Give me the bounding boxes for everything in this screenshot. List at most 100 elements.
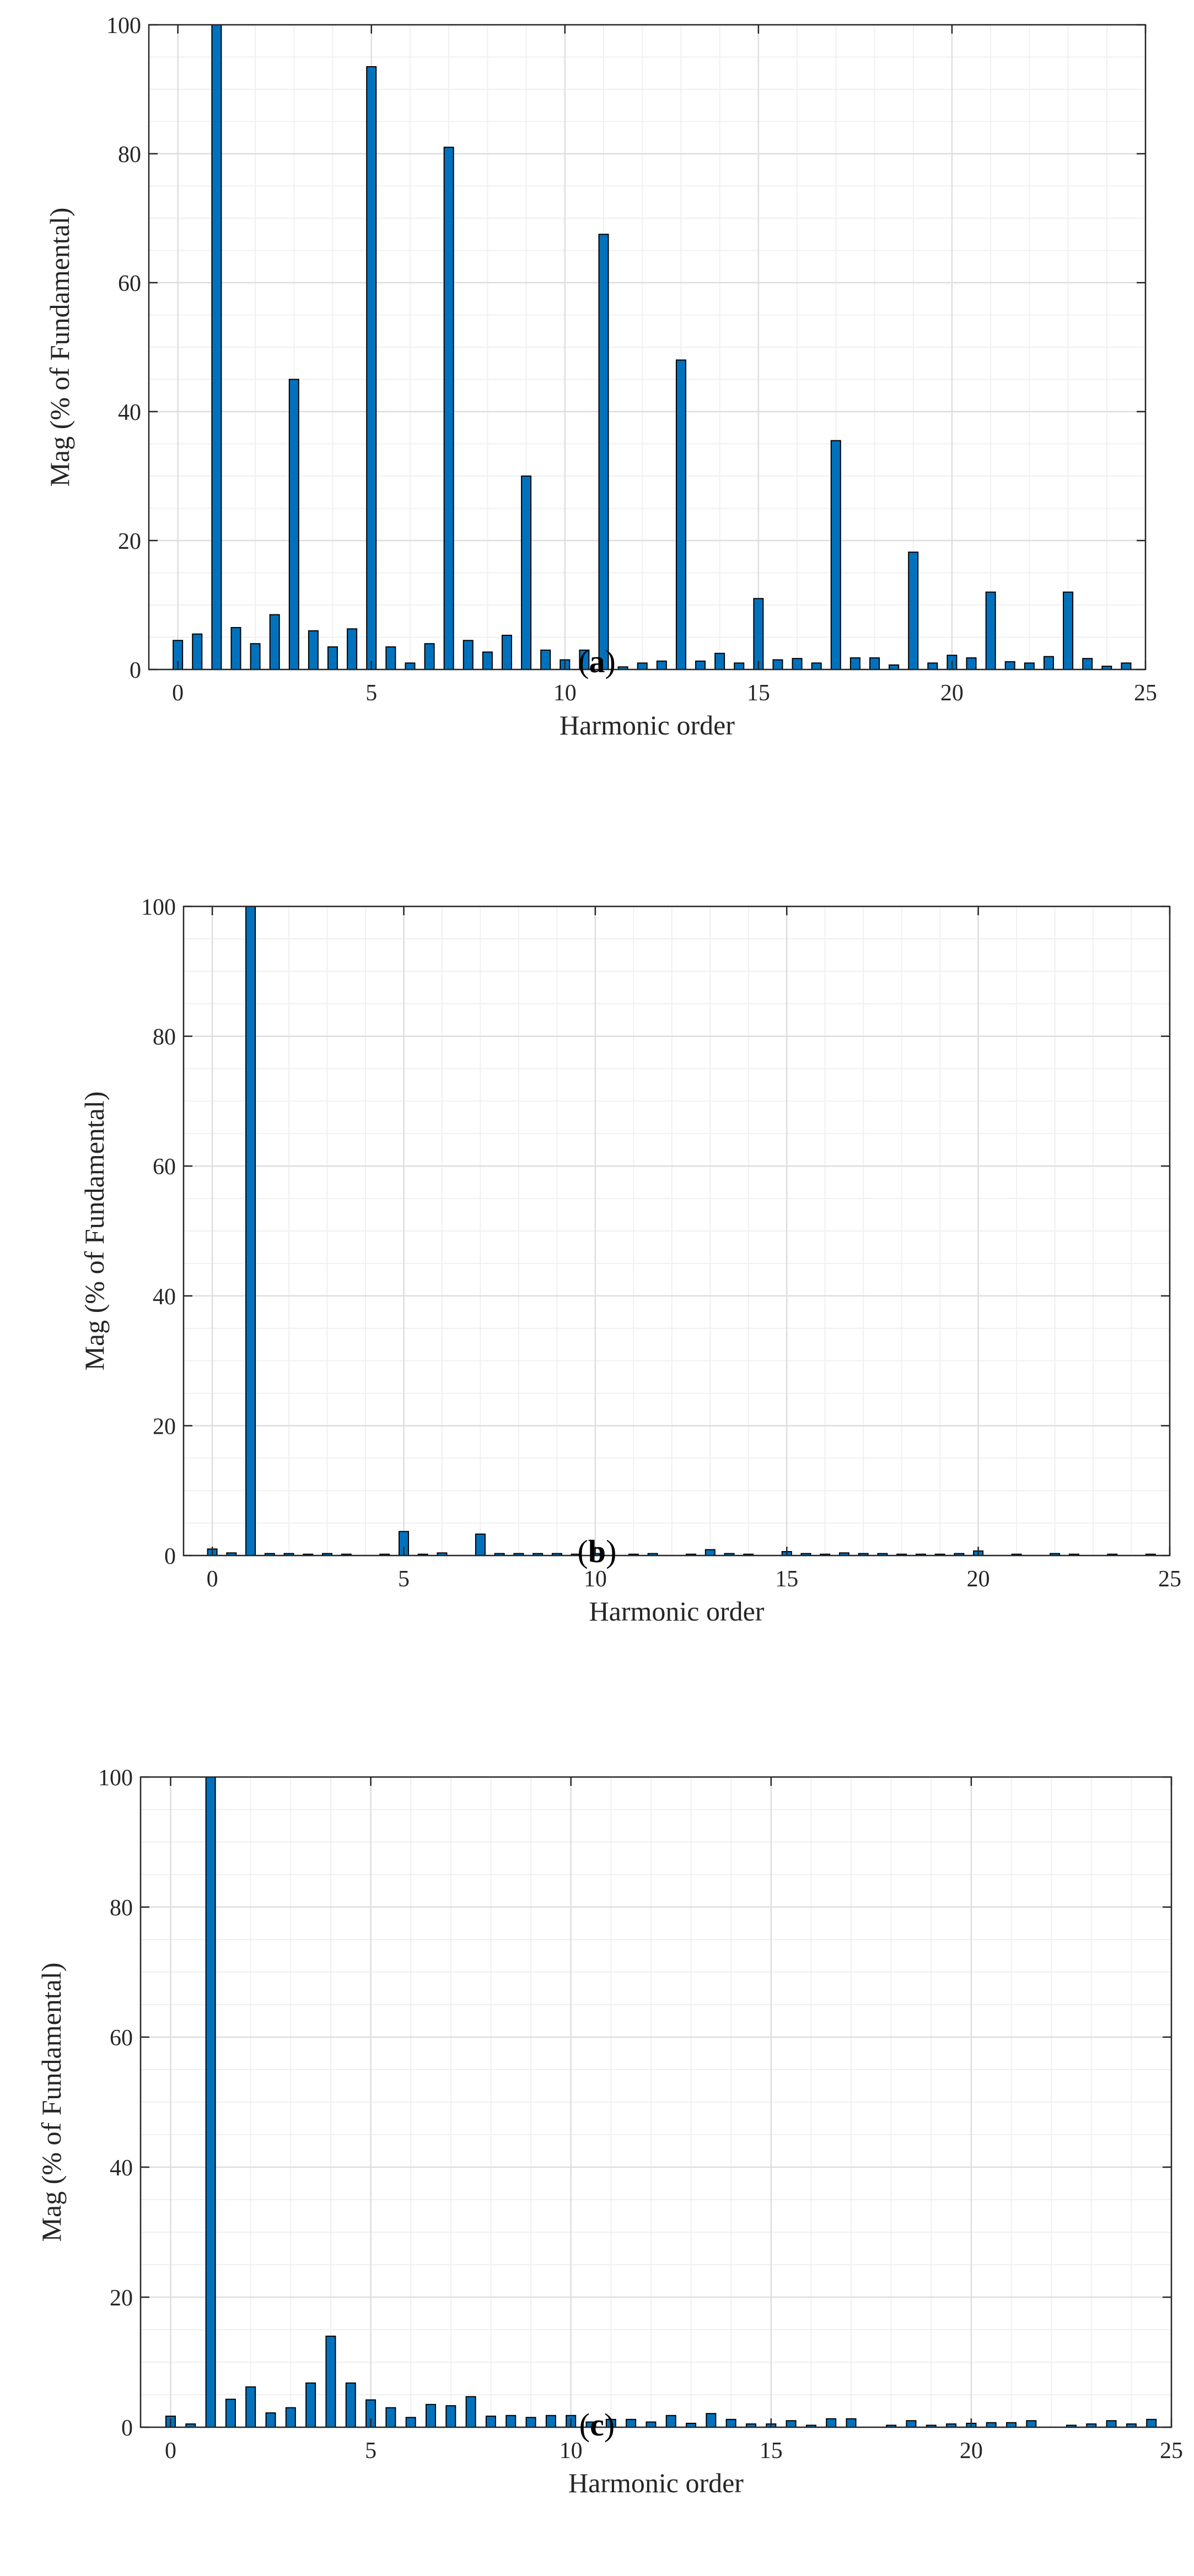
bar [1121,662,1132,671]
bar [308,630,319,671]
x-tick-label: 0 [172,681,184,706]
bar [869,657,880,670]
bar [269,614,280,671]
y-tick-label: 40 [153,1284,176,1310]
bar [245,2386,256,2428]
y-tick-label: 100 [141,895,176,920]
bar [225,2399,236,2428]
bar [245,906,256,1556]
y-tick-label: 20 [110,2286,133,2311]
panel-caption-close: ) [604,2407,615,2443]
bar [792,658,803,670]
x-tick-label: 0 [165,2438,176,2464]
bar [665,2415,676,2428]
bar [250,643,261,670]
x-tick-label: 10 [560,2438,583,2464]
y-axis-label: Mag (% of Fundamental) [79,1092,110,1371]
bar [347,628,358,671]
bar [772,659,783,670]
bar [465,2396,476,2428]
bar [366,66,377,670]
bar [345,2382,356,2428]
x-axis-label: Harmonic order [560,710,735,741]
bar [908,552,919,670]
axes-box [148,24,1147,671]
bar [540,649,551,671]
panel-caption-letter: a [589,644,605,679]
y-tick-label: 80 [118,142,141,168]
y-tick-label: 80 [110,1895,133,1921]
bar [1106,2420,1117,2428]
bar [849,657,860,670]
bar [485,2415,496,2428]
bar [405,2417,416,2428]
bar [786,2420,797,2428]
axes-box [182,905,1171,1557]
y-tick-label: 20 [118,529,141,554]
bar [1004,661,1015,670]
panel-caption-open: ( [578,644,589,679]
bar [305,2382,316,2428]
y-tick-label: 80 [153,1025,176,1050]
x-tick-label: 0 [207,1567,218,1592]
bar [475,1533,486,1556]
bar [385,2407,396,2428]
chart-panel-a: 0 5 10 15 20 25 0 20 40 60 80 100 Harmonic order Mag … [44,13,1157,741]
y-tick-label: 60 [153,1154,176,1180]
y-axis-label: Mag (% of Fundamental) [44,208,75,487]
bar [1063,591,1074,670]
panel-caption-letter: c [590,2407,604,2443]
bar [1146,2418,1157,2428]
bar [230,627,241,670]
bar [288,379,299,670]
bar [704,1549,716,1556]
bar [811,662,822,671]
panel-caption-close: ) [605,644,616,679]
bar [265,2412,276,2428]
bar [424,643,435,670]
bar [646,2421,657,2428]
bar [725,2418,736,2428]
x-tick-label: 15 [747,681,770,706]
y-tick-label: 0 [164,1544,176,1569]
y-tick-label: 100 [106,13,141,39]
x-tick-label: 10 [553,681,577,706]
bar [734,662,745,671]
bar [1026,2420,1037,2428]
bar [626,2418,637,2428]
bar [426,2404,437,2428]
bar [462,640,474,670]
x-tick-label: 5 [365,2438,377,2464]
tick-marks [149,24,1147,671]
chart-panel-b: 0 5 10 15 20 25 0 20 40 60 80 100 Harmonic order Mag … [79,895,1181,1627]
y-tick-label: 60 [118,271,141,296]
bar [325,2335,336,2428]
x-tick-label: 25 [1158,1567,1181,1592]
y-axis-label: Mag (% of Fundamental) [36,1963,67,2242]
bar [714,652,725,670]
x-tick-label: 10 [584,1567,607,1592]
bar [830,440,841,671]
x-axis-label: Harmonic order [568,2467,744,2498]
x-tick-label: 25 [1134,681,1157,706]
bar [637,662,648,671]
bar [385,646,396,671]
y-tick-label: 40 [110,2156,133,2181]
bar [1024,662,1035,671]
bar [405,662,416,671]
panel-caption-close: ) [606,1533,616,1569]
x-tick-label: 20 [967,1567,990,1592]
tick-marks [141,1776,1173,2428]
x-tick-label: 20 [960,2438,983,2464]
y-tick-label: 100 [98,1765,133,1791]
minor-grid [141,1777,1171,2427]
bar [545,2415,556,2428]
bar [445,2405,456,2428]
bar [211,24,222,670]
x-tick-label: 20 [940,681,964,706]
bar [656,660,667,671]
axes-box [139,1776,1173,2428]
bar [695,660,706,671]
y-tick-label: 0 [130,658,141,683]
bar [1082,658,1093,670]
